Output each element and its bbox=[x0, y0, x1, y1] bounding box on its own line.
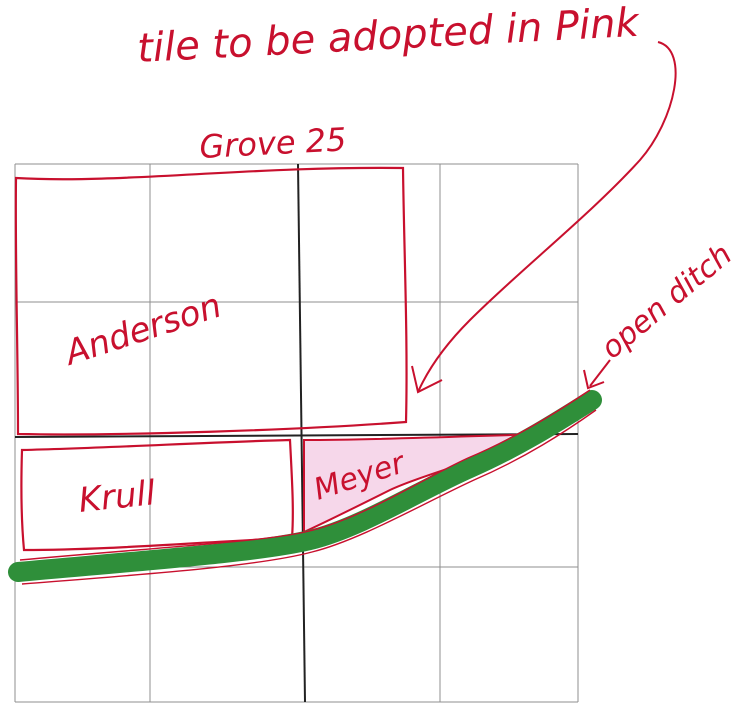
ditch-arrow-line bbox=[589, 359, 611, 387]
ditch-edge-upper bbox=[19, 389, 591, 561]
map-title: Grove 25 bbox=[198, 120, 347, 166]
parcel-krull-label: Krull bbox=[77, 473, 158, 521]
parcel-krull bbox=[20, 438, 294, 552]
pointer-arrow-line bbox=[417, 41, 677, 393]
section-lines bbox=[14, 163, 579, 703]
map-grid bbox=[14, 163, 579, 703]
ditch-edge-lower bbox=[21, 409, 597, 585]
parcel-anderson-label: Anderson bbox=[59, 286, 227, 375]
open-ditch bbox=[8, 390, 602, 582]
parcel-anderson bbox=[14, 166, 408, 436]
header-note: tile to be adopted in Pink bbox=[136, 0, 641, 72]
pointer-arrowhead bbox=[411, 365, 443, 394]
ditch-label: open ditch bbox=[595, 237, 739, 366]
ditch-arrowhead bbox=[583, 369, 605, 390]
